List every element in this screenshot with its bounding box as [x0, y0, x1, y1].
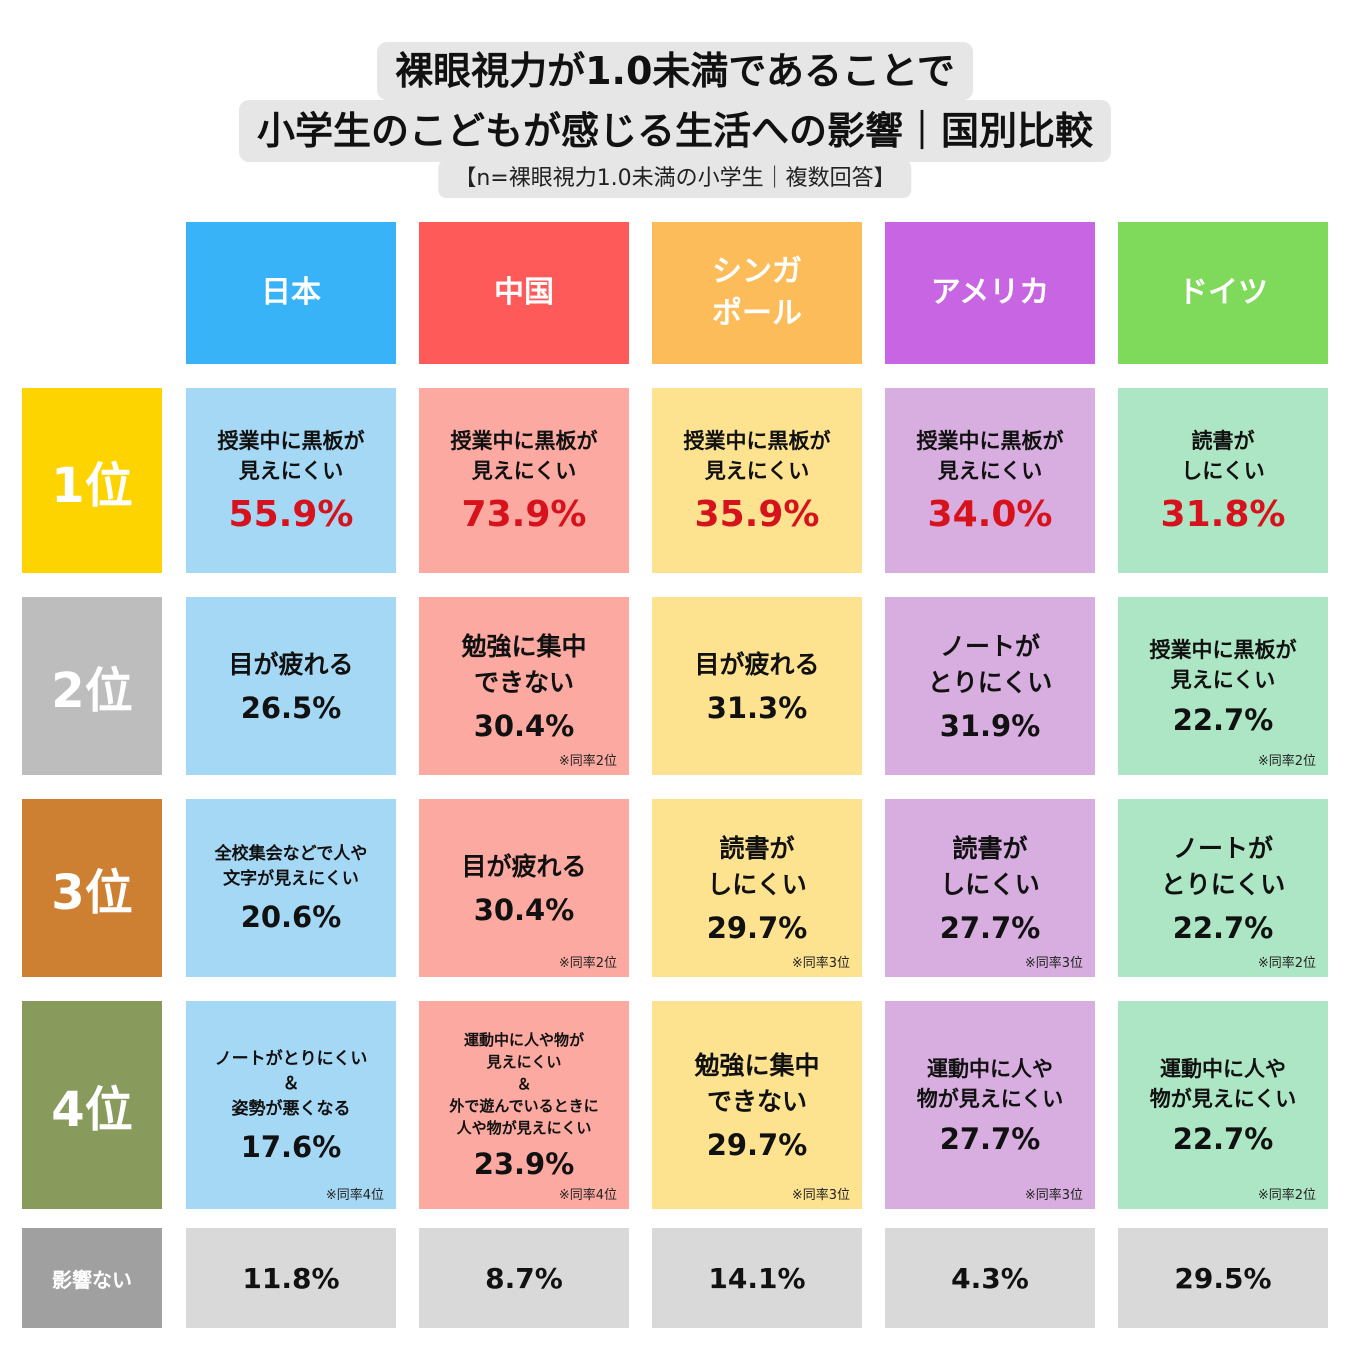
item-label: 授業中に黒板が 見えにくい	[450, 429, 598, 483]
no-effect-cell: 4.3%	[885, 1228, 1095, 1328]
item-label: 読書が しにくい	[940, 834, 1040, 899]
tie-note: ※同率2位	[1257, 754, 1316, 769]
item-label: 目が疲れる	[228, 650, 354, 679]
item-label: 授業中に黒板が 見えにくい	[217, 429, 365, 483]
ranking-cell: 勉強に集中 できない 30.4% ※同率2位	[419, 597, 629, 775]
percent-value: 23.9%	[473, 1147, 575, 1181]
no-effect-cell: 11.8%	[186, 1228, 396, 1328]
ranking-cell: 授業中に黒板が 見えにくい 34.0%	[885, 388, 1095, 573]
percent-value: 29.7%	[706, 1128, 808, 1162]
percent-value: 73.9%	[461, 494, 587, 535]
item-label: 運動中に人や物が 見えにくい ＆ 外で遊んでいるときに 人や物が見えにくい	[449, 1031, 599, 1137]
percent-value: 17.6%	[240, 1129, 342, 1164]
no-effect-value: 29.5%	[1174, 1261, 1272, 1295]
title-line-2: 小学生のこどもが感じる生活への影響｜国別比較	[238, 100, 1112, 162]
no-effect-label: 影響ない	[22, 1228, 162, 1328]
no-effect-value: 8.7%	[485, 1261, 563, 1295]
percent-value: 30.4%	[473, 893, 575, 927]
percent-value: 31.3%	[706, 691, 808, 725]
ranking-cell: 運動中に人や 物が見えにくい 22.7% ※同率2位	[1118, 1001, 1328, 1209]
tie-note: ※同率2位	[1257, 1188, 1316, 1203]
ranking-cell: 運動中に人や物が 見えにくい ＆ 外で遊んでいるときに 人や物が見えにくい 23.…	[419, 1001, 629, 1209]
country-header: 中国	[419, 222, 629, 364]
tie-note: ※同率4位	[325, 1188, 384, 1203]
tie-note: ※同率2位	[558, 754, 617, 769]
rank-label: 4位	[22, 1001, 162, 1209]
ranking-cell: 授業中に黒板が 見えにくい 35.9%	[652, 388, 862, 573]
percent-value: 34.0%	[927, 494, 1053, 535]
ranking-cell: 読書が しにくい 29.7% ※同率3位	[652, 799, 862, 977]
item-label: 授業中に黒板が 見えにくい	[683, 429, 831, 483]
no-effect-cell: 14.1%	[652, 1228, 862, 1328]
no-effect-value: 4.3%	[951, 1261, 1029, 1295]
item-label: 読書が しにくい	[1181, 429, 1265, 483]
item-label: ノートが とりにくい	[927, 632, 1053, 697]
ranking-cell: 目が疲れる 31.3%	[652, 597, 862, 775]
percent-value: 55.9%	[228, 494, 354, 535]
percent-value: 30.4%	[473, 709, 575, 743]
ranking-cell: 授業中に黒板が 見えにくい 73.9%	[419, 388, 629, 573]
item-label: 勉強に集中 できない	[461, 632, 587, 697]
tie-note: ※同率2位	[558, 956, 617, 971]
ranking-cell: 勉強に集中 できない 29.7% ※同率3位	[652, 1001, 862, 1209]
no-effect-cell: 29.5%	[1118, 1228, 1328, 1328]
percent-value: 27.7%	[939, 1122, 1041, 1156]
country-header: ドイツ	[1118, 222, 1328, 364]
subtitle: 【n=裸眼視力1.0未満の小学生｜複数回答】	[438, 160, 912, 198]
ranking-cell: ノートがとりにくい ＆ 姿勢が悪くなる 17.6% ※同率4位	[186, 1001, 396, 1209]
item-label: 勉強に集中 できない	[694, 1051, 820, 1116]
percent-value: 22.7%	[1172, 1122, 1274, 1156]
ranking-cell: 目が疲れる 30.4% ※同率2位	[419, 799, 629, 977]
item-label: 授業中に黒板が 見えにくい	[1149, 638, 1297, 692]
item-label: 目が疲れる	[694, 650, 820, 679]
ranking-cell: 読書が しにくい 31.8%	[1118, 388, 1328, 573]
ranking-cell: 読書が しにくい 27.7% ※同率3位	[885, 799, 1095, 977]
no-effect-value: 14.1%	[708, 1261, 806, 1295]
percent-value: 27.7%	[939, 911, 1041, 945]
percent-value: 20.6%	[240, 900, 342, 934]
percent-value: 35.9%	[694, 494, 820, 535]
tie-note: ※同率3位	[1024, 956, 1083, 971]
percent-value: 31.9%	[939, 709, 1041, 743]
no-effect-value: 11.8%	[242, 1261, 340, 1295]
country-header: シンガ ポール	[652, 222, 862, 364]
ranking-cell: 目が疲れる 26.5%	[186, 597, 396, 775]
tie-note: ※同率3位	[791, 1188, 850, 1203]
item-label: ノートが とりにくい	[1160, 834, 1286, 899]
percent-value: 22.7%	[1172, 911, 1274, 945]
tie-note: ※同率4位	[558, 1188, 617, 1203]
tie-note: ※同率2位	[1257, 956, 1316, 971]
tie-note: ※同率3位	[791, 956, 850, 971]
item-label: 授業中に黒板が 見えにくい	[916, 429, 1064, 483]
country-header: 日本	[186, 222, 396, 364]
item-label: ノートがとりにくい ＆ 姿勢が悪くなる	[214, 1048, 368, 1119]
percent-value: 26.5%	[240, 691, 342, 725]
item-label: 読書が しにくい	[707, 834, 807, 899]
percent-value: 29.7%	[706, 911, 808, 945]
percent-value: 31.8%	[1160, 494, 1286, 535]
ranking-cell: 全校集会などで人や 文字が見えにくい 20.6%	[186, 799, 396, 977]
percent-value: 22.7%	[1172, 703, 1274, 737]
title-line-1: 裸眼視力が1.0未満であることで	[377, 42, 973, 100]
country-header: アメリカ	[885, 222, 1095, 364]
ranking-cell: 授業中に黒板が 見えにくい 55.9%	[186, 388, 396, 573]
item-label: 全校集会などで人や 文字が見えにくい	[214, 844, 368, 889]
ranking-cell: ノートが とりにくい 31.9%	[885, 597, 1095, 775]
item-label: 運動中に人や 物が見えにくい	[916, 1057, 1064, 1111]
item-label: 運動中に人や 物が見えにくい	[1149, 1057, 1297, 1111]
rank-label: 2位	[22, 597, 162, 775]
ranking-cell: ノートが とりにくい 22.7% ※同率2位	[1118, 799, 1328, 977]
tie-note: ※同率3位	[1024, 1188, 1083, 1203]
rank-label: 1位	[22, 388, 162, 573]
ranking-cell: 運動中に人や 物が見えにくい 27.7% ※同率3位	[885, 1001, 1095, 1209]
rank-label: 3位	[22, 799, 162, 977]
item-label: 目が疲れる	[461, 852, 587, 881]
ranking-cell: 授業中に黒板が 見えにくい 22.7% ※同率2位	[1118, 597, 1328, 775]
no-effect-cell: 8.7%	[419, 1228, 629, 1328]
